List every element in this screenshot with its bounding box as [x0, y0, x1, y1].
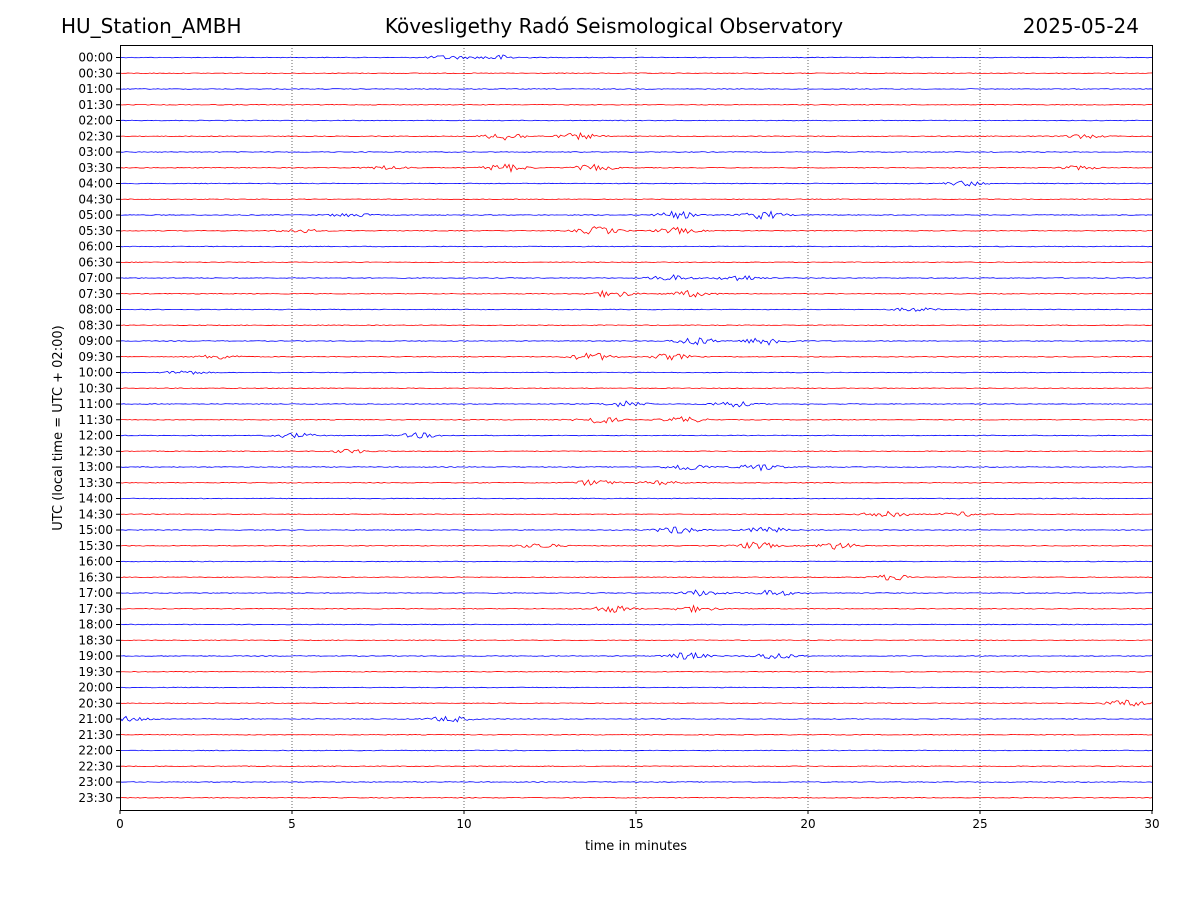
trace-1500	[119, 526, 1153, 534]
trace-2230	[119, 765, 1153, 768]
trace-0230	[119, 131, 1153, 141]
y-tick-label: 19:30	[78, 665, 113, 679]
trace-1630	[119, 574, 1152, 581]
y-tick-label: 07:00	[78, 271, 113, 285]
y-tick-label: 13:00	[78, 460, 113, 474]
y-tick-label: 04:00	[78, 177, 113, 191]
x-axis-label: time in minutes	[585, 839, 687, 854]
trace-0830	[119, 324, 1153, 327]
y-tick-label: 03:00	[78, 145, 113, 159]
y-tick-label: 19:00	[78, 649, 113, 663]
grid-layer	[291, 45, 981, 810]
y-tick-label: 20:00	[78, 681, 113, 695]
trace-0430	[119, 198, 1153, 201]
trace-0900	[119, 337, 1153, 346]
trace-1230	[119, 448, 1153, 454]
y-tick-label: 03:30	[78, 161, 113, 175]
x-tick-label: 30	[1144, 817, 1159, 831]
trace-1900	[119, 651, 1153, 660]
observatory-title: Kövesligethy Radó Seismological Observat…	[384, 14, 844, 38]
y-tick-label: 13:30	[78, 476, 113, 490]
y-tick-label: 15:00	[78, 523, 113, 537]
y-tick-label: 22:30	[78, 759, 113, 773]
x-tick-label: 0	[116, 817, 124, 831]
trace-1030	[119, 387, 1153, 390]
trace-0030	[119, 72, 1153, 75]
x-tick-label: 25	[972, 817, 987, 831]
y-axis-label: UTC (local time = UTC + 02:00)	[51, 325, 66, 530]
y-tick-label: 07:30	[78, 287, 113, 301]
trace-0630	[119, 261, 1153, 264]
trace-0500	[120, 210, 1153, 220]
y-tick-label: 12:00	[78, 429, 113, 443]
y-tick-label: 10:00	[78, 366, 113, 380]
y-tick-label: 04:30	[78, 192, 113, 206]
trace-1300	[119, 464, 1153, 472]
trace-1730	[119, 604, 1153, 614]
y-tick-label: 05:00	[78, 208, 113, 222]
y-tick-label: 00:00	[78, 51, 113, 65]
trace-2330	[119, 796, 1153, 799]
y-tick-label: 08:30	[78, 318, 113, 332]
trace-1830	[119, 639, 1153, 642]
record-date: 2025-05-24	[1022, 14, 1139, 38]
y-tick-label: 14:30	[78, 507, 113, 521]
y-tick-label: 21:00	[78, 712, 113, 726]
station-name: HU_Station_AMBH	[61, 14, 242, 38]
x-tick-label: 5	[288, 817, 296, 831]
y-tick-label: 17:30	[78, 602, 113, 616]
y-tick-label: 11:00	[78, 397, 113, 411]
plot-frame	[120, 45, 1153, 811]
y-tick-label: 14:00	[78, 492, 113, 506]
y-tick-label: 02:00	[78, 114, 113, 128]
trace-1430	[119, 510, 1153, 518]
trace-2130	[119, 733, 1153, 736]
trace-2300	[119, 781, 1153, 783]
y-tick-label: 18:00	[78, 618, 113, 632]
y-tick-label: 20:30	[78, 696, 113, 710]
y-tick-label: 18:30	[78, 633, 113, 647]
y-tick-label: 06:00	[78, 240, 113, 254]
trace-0130	[119, 103, 1153, 106]
y-tick-label: 01:00	[78, 82, 113, 96]
trace-1130	[119, 416, 1153, 424]
x-tick-label: 15	[628, 817, 643, 831]
y-tick-label: 00:30	[78, 66, 113, 80]
trace-1700	[119, 589, 1153, 597]
y-tick-label: 10:30	[78, 381, 113, 395]
trace-0300	[119, 151, 1153, 153]
y-tick-label: 17:00	[78, 586, 113, 600]
y-tick-label: 22:00	[78, 744, 113, 758]
y-tick-label: 15:30	[78, 539, 113, 553]
trace-0530	[119, 226, 1153, 235]
y-tick-label: 11:30	[78, 413, 113, 427]
y-tick-label: 06:30	[78, 255, 113, 269]
trace-0330	[119, 163, 1153, 173]
x-tick-label: 10	[456, 817, 471, 831]
y-tick-label: 09:30	[78, 350, 113, 364]
x-tick-label: 20	[800, 817, 815, 831]
y-tick-label: 21:30	[78, 728, 113, 742]
trace-0700	[119, 274, 1153, 282]
trace-2030	[119, 699, 1153, 707]
y-tick-label: 02:30	[78, 129, 113, 143]
trace-0100	[119, 88, 1153, 90]
trace-1930	[119, 670, 1153, 673]
x-axis: 0 5 10 15 20 25 30	[116, 810, 1160, 831]
trace-2100	[119, 715, 1153, 723]
y-tick-label: 23:30	[78, 791, 113, 805]
y-tick-label: 08:00	[78, 303, 113, 317]
y-tick-label: 23:00	[78, 775, 113, 789]
y-tick-label: 12:30	[78, 444, 113, 458]
y-tick-label: 05:30	[78, 224, 113, 238]
y-tick-label: 09:00	[78, 334, 113, 348]
y-tick-label: 16:00	[78, 555, 113, 569]
y-tick-label: 16:30	[78, 570, 113, 584]
trace-1530	[119, 541, 1153, 550]
y-tick-label: 01:30	[78, 98, 113, 112]
